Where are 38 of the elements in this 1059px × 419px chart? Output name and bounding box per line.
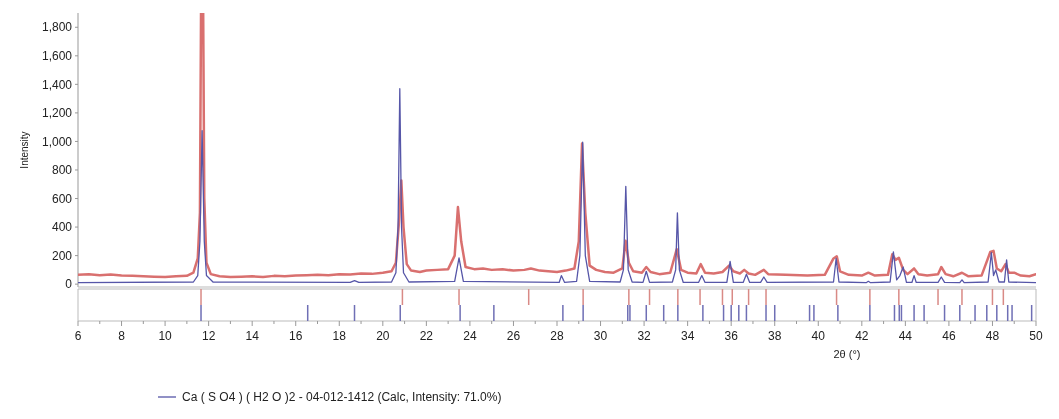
x-tick-label: 28 — [550, 329, 564, 343]
x-tick-label: 8 — [118, 329, 126, 343]
x-tick-label: 22 — [419, 329, 434, 343]
x-tick-label: 36 — [724, 329, 739, 343]
y-tick-label: 1,200 — [41, 106, 73, 121]
y-tick-label: 1,600 — [41, 49, 73, 64]
x-tick-label: 24 — [463, 329, 477, 343]
x-tick-label: 40 — [811, 329, 826, 343]
x-tick-label: 30 — [593, 329, 608, 343]
y-axis-title: Intensity — [19, 131, 30, 169]
y-tick-label: 1,800 — [41, 20, 73, 35]
y-tick-label: 0 — [65, 277, 73, 292]
line-series — [78, 87, 1036, 284]
x-tick-label: 38 — [768, 329, 782, 343]
line-series — [78, 13, 1036, 279]
x-axis-title: 2θ (°) — [833, 348, 861, 360]
x-tick-label: 14 — [245, 329, 260, 343]
x-tick-label: 10 — [158, 329, 173, 343]
y-tick-label: 800 — [51, 163, 73, 178]
y-tick-label: 200 — [51, 248, 73, 263]
x-tick-label: 50 — [1029, 329, 1043, 343]
x-tick-label: 16 — [289, 329, 303, 343]
y-tick-label: 1,400 — [41, 77, 73, 92]
x-tick-label: 42 — [855, 329, 869, 343]
x-tick-label: 20 — [376, 329, 390, 343]
x-tick-label: 6 — [74, 329, 82, 343]
legend-label: Ca ( S O4 ) ( H2 O )2 - 04-012-1412 (Calc, Intensity: 71.0%) — [182, 390, 502, 404]
x-tick-label: 46 — [942, 329, 956, 343]
y-tick-label: 400 — [51, 220, 73, 235]
y-tick-label: 600 — [51, 191, 73, 206]
x-tick-label: 48 — [985, 329, 1000, 343]
x-tick-label: 18 — [332, 329, 347, 343]
x-tick-label: 34 — [680, 329, 695, 343]
x-tick-label: 32 — [637, 329, 652, 343]
x-tick-label: 12 — [201, 329, 216, 343]
x-tick-label: 26 — [506, 329, 521, 343]
y-tick-label: 1,000 — [41, 134, 73, 149]
x-tick-label: 44 — [898, 329, 913, 343]
